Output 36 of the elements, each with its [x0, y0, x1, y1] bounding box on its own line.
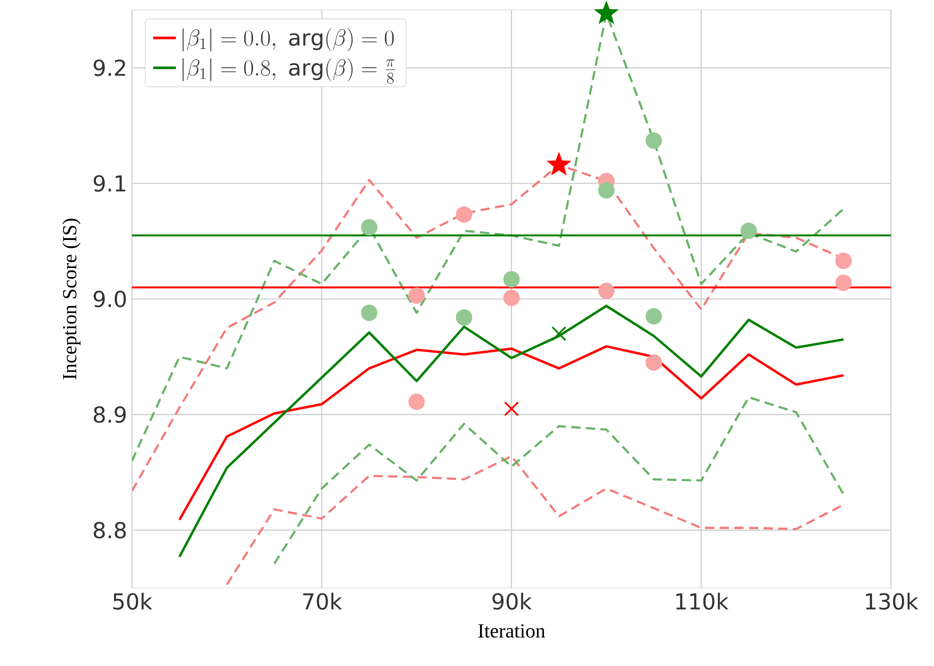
point	[504, 401, 519, 416]
y-tick-label: 9.2	[94, 59, 126, 76]
point	[503, 290, 520, 306]
point	[646, 354, 662, 371]
x-tick-label: 90k	[492, 592, 532, 610]
point	[408, 287, 425, 304]
point	[456, 206, 472, 223]
x-tick-label: 70k	[303, 592, 342, 610]
x-tick-label: 110k	[676, 592, 729, 610]
y-tick-label: 9.0	[94, 290, 126, 308]
line-series	[178, 345, 845, 521]
point	[456, 309, 472, 326]
legend-label: $|\beta_1| = 0.0,\ \mathrm{arg}(\beta) = 0$	[182, 28, 394, 52]
line-series	[273, 396, 845, 565]
point	[595, 2, 618, 23]
point	[360, 304, 378, 322]
point	[408, 394, 425, 410]
point	[740, 222, 757, 239]
point	[598, 282, 615, 300]
x-tick-label: 50k	[113, 592, 152, 610]
y-tick-label: 8.9	[94, 406, 126, 423]
x-axis-title: Iteration	[478, 624, 546, 638]
x-tick-label: 130k	[866, 592, 918, 610]
point	[646, 132, 662, 149]
point	[548, 153, 570, 174]
y-tick-label: 8.8	[94, 522, 126, 539]
point	[835, 274, 852, 292]
y-tick-label: 9.1	[94, 175, 126, 192]
point	[360, 219, 378, 236]
legend-label: $|\beta_1| = 0.8,\ \mathrm{arg}(\beta) = \frac{\pi}{8}$	[182, 58, 396, 84]
point	[503, 271, 520, 288]
point	[551, 326, 566, 342]
point	[835, 252, 852, 270]
y-axis-title: Inception Score (IS)	[62, 218, 80, 380]
point	[598, 182, 615, 199]
point	[646, 308, 662, 325]
